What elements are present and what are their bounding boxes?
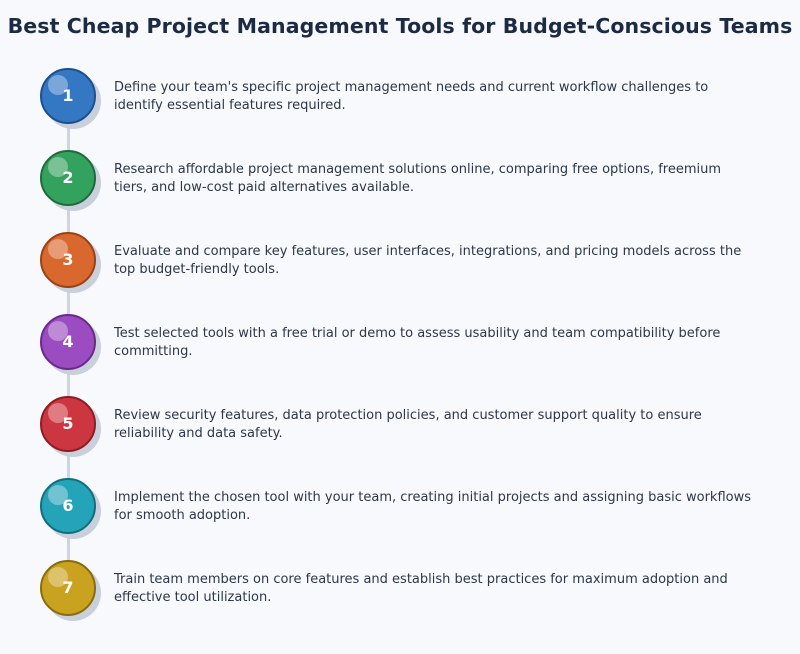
step-number: 3 [62,250,74,269]
step-description: Review security features, data protectio… [114,408,702,441]
step-description: Evaluate and compare key features, user … [114,244,742,277]
step-2: 2 Research affordable project management… [0,150,800,221]
step-number-badge: 2 [40,150,102,212]
step-4: 4 Test selected tools with a free trial … [0,314,800,385]
step-description: Implement the chosen tool with your team… [114,490,751,523]
step-number: 6 [62,496,74,515]
step-1: 1 Define your team's specific project ma… [0,68,800,139]
step-description: Train team members on core features and … [114,572,728,605]
step-number: 4 [62,332,74,351]
step-number: 1 [62,86,74,105]
step-description: Test selected tools with a free trial or… [114,326,721,359]
step-number-badge: 4 [40,314,102,376]
step-number: 2 [62,168,74,187]
step-number: 7 [62,578,74,597]
step-number-badge: 7 [40,560,102,622]
page-title: Best Cheap Project Management Tools for … [7,14,793,38]
step-3: 3 Evaluate and compare key features, use… [0,232,800,303]
step-number: 5 [62,414,74,433]
step-6: 6 Implement the chosen tool with your te… [0,478,800,549]
step-number-badge: 5 [40,396,102,458]
step-description: Define your team's specific project mana… [114,80,709,113]
step-number-badge: 1 [40,68,102,130]
step-number-badge: 3 [40,232,102,294]
step-5: 5 Review security features, data protect… [0,396,800,467]
step-7: 7 Train team members on core features an… [0,560,800,631]
step-description: Research affordable project management s… [114,162,722,195]
step-number-badge: 6 [40,478,102,540]
